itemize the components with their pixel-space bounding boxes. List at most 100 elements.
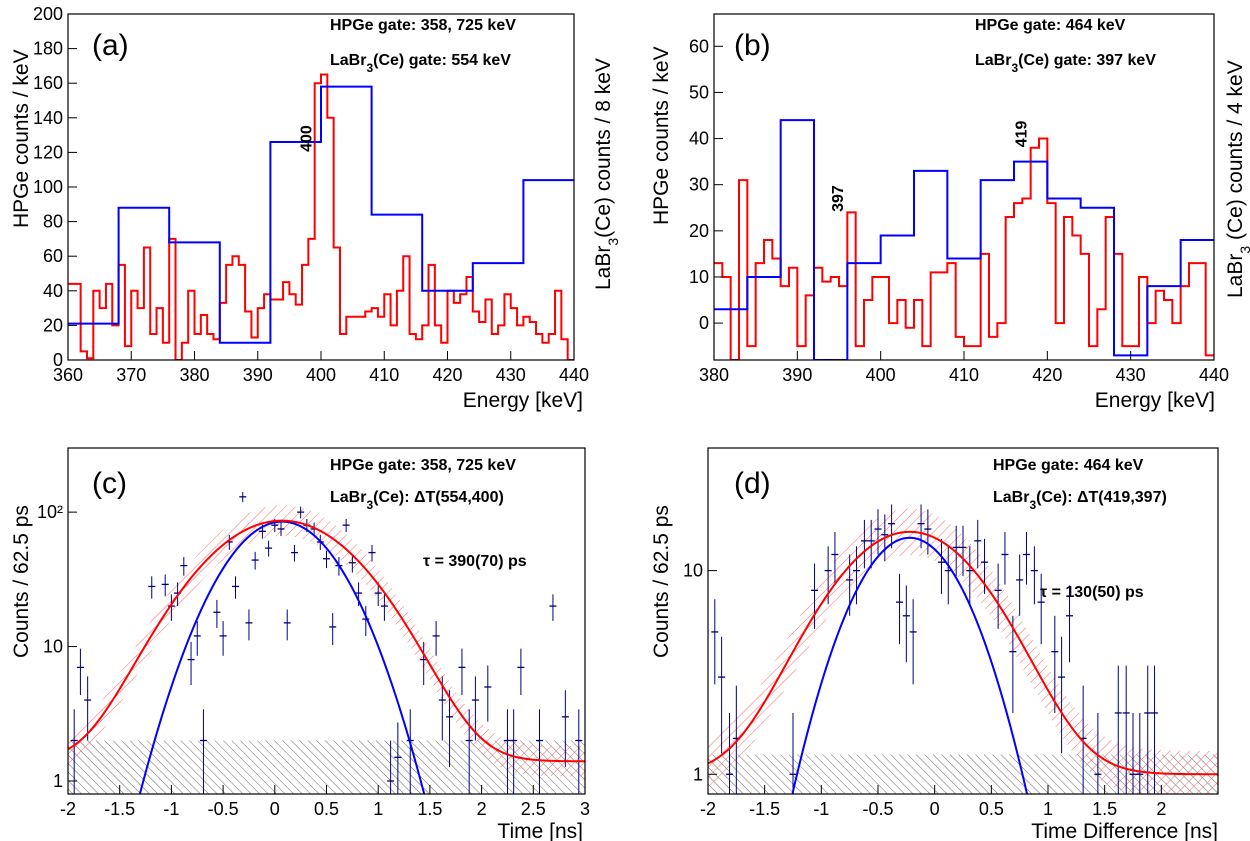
plot-d: -2 -1.5 -1 -0.5 0 0.5 1 1.5 2 1 10 (683, 447, 1219, 819)
data-point-d-38 (1094, 712, 1102, 794)
data-point-d-29 (1009, 615, 1017, 713)
data-point-d-16 (902, 585, 910, 663)
fit-uncertainty-band-c (68, 505, 585, 777)
data-point-c-14 (232, 576, 240, 599)
data-point-c-39 (394, 722, 402, 794)
x-tick-label-a-4: 400 (306, 365, 336, 385)
histogram-series-b-0 (714, 137, 1214, 360)
y-tick-label-b-0: 0 (699, 313, 709, 333)
y-tick-label-a-6: 120 (33, 142, 63, 162)
plot-area-c (68, 491, 585, 794)
x-tick-label-b-2: 400 (866, 365, 896, 385)
data-point-d-39 (1114, 665, 1122, 794)
data-point-c-2 (84, 676, 92, 741)
panel-a: (a) HPGe gate: 358, 725 keV LaBr3(Ce) ga… (10, 17, 621, 412)
data-point-d-40 (1122, 665, 1130, 794)
plot-area-d (708, 504, 1218, 794)
data-point-c-35 (368, 544, 376, 562)
data-point-d-33 (1037, 573, 1045, 645)
data-point-c-31 (342, 518, 350, 533)
y-tick-label-b-5: 50 (689, 82, 709, 102)
y-axis-label-b: HPGe counts / keV (650, 46, 673, 225)
data-point-c-16 (245, 609, 253, 641)
x-tick-label-c-10: 3 (580, 799, 590, 819)
data-point-d-34 (1051, 615, 1059, 713)
peak-label-b-0: 397 (830, 185, 847, 212)
x-tick-label-c-8: 2 (477, 799, 487, 819)
x-tick-label-d-6: 1 (1043, 799, 1053, 819)
x-tick-label-c-3: -0.5 (208, 799, 239, 819)
x-tick-label-c-4: 0 (270, 799, 280, 819)
data-point-d-19 (924, 509, 932, 555)
data-point-d-22 (952, 525, 960, 577)
panel-label-c: (c) (92, 467, 127, 500)
data-point-d-17 (909, 599, 917, 685)
y-tick-label-a-5: 100 (33, 177, 63, 197)
data-point-c-4 (161, 574, 169, 597)
data-point-c-0 (70, 709, 78, 794)
data-point-d-12 (874, 509, 882, 555)
x-tick-label-d-0: -2 (700, 799, 716, 819)
plot-b: 397 419 380 390 400 410 420 430 440 0 10 20 30 40 50 60 (689, 13, 1229, 385)
y-axis-right-label-a: LaBr3(Ce) counts / 8 keV (592, 58, 621, 290)
data-point-d-7 (831, 532, 839, 585)
data-point-c-53 (549, 594, 557, 621)
histogram-series-b-1 (714, 119, 1214, 360)
histogram-series-a-1 (68, 85, 574, 344)
data-point-c-3 (148, 576, 156, 599)
data-point-d-24 (966, 546, 974, 605)
data-point-c-9 (193, 621, 201, 656)
fit-curve-blue-d (791, 536, 1029, 794)
data-point-c-54 (561, 690, 569, 768)
annotation-d-1: HPGe gate: 464 keV (993, 457, 1144, 474)
data-point-c-11 (213, 599, 221, 628)
x-tick-label-d-1: -1.5 (749, 799, 780, 819)
panel-label-d: (d) (734, 467, 771, 500)
data-point-c-47 (471, 676, 479, 741)
panel-d: (d) HPGe gate: 464 keV LaBr3(Ce): ΔT(419… (650, 457, 1218, 841)
data-point-d-1 (718, 636, 726, 754)
x-tick-label-a-3: 390 (243, 365, 273, 385)
data-point-c-12 (219, 621, 227, 656)
data-point-c-10 (199, 709, 207, 794)
x-tick-label-a-7: 430 (496, 365, 526, 385)
data-point-d-2 (726, 712, 734, 794)
x-tick-label-a-0: 360 (53, 365, 83, 385)
x-tick-label-d-8: 2 (1156, 799, 1166, 819)
plot-area-b (714, 119, 1214, 360)
y-tick-label-a-9: 180 (33, 39, 63, 59)
y-tick-label-c-1: 10 (43, 637, 63, 657)
x-tick-label-c-1: -1.5 (104, 799, 135, 819)
x-tick-label-c-9: 2.5 (521, 799, 546, 819)
data-point-c-19 (265, 540, 273, 557)
y-tick-label-b-1: 10 (689, 267, 709, 287)
data-point-d-30 (1016, 554, 1024, 616)
y-tick-label-a-4: 80 (43, 212, 63, 232)
data-point-d-11 (867, 519, 875, 569)
y-tick-label-c-2: 10² (37, 502, 63, 522)
data-point-c-42 (432, 621, 440, 656)
data-point-d-32 (1030, 546, 1038, 605)
data-point-d-35 (1058, 636, 1066, 754)
data-point-c-44 (446, 690, 454, 768)
y-tick-label-a-10: 200 (33, 4, 63, 24)
data-point-d-41 (1129, 712, 1137, 794)
x-tick-label-d-5: 0.5 (979, 799, 1004, 819)
x-tick-label-a-2: 380 (179, 365, 209, 385)
data-point-c-48 (484, 665, 492, 722)
x-tick-label-a-8: 440 (559, 365, 589, 385)
x-tick-label-a-1: 370 (116, 365, 146, 385)
plot-area-a (68, 73, 574, 360)
data-point-d-31 (1022, 532, 1030, 585)
annotation-c-1: HPGe gate: 358, 725 keV (330, 457, 516, 474)
data-point-c-8 (187, 641, 195, 686)
data-point-d-14 (888, 504, 896, 549)
y-tick-label-d-0: 1 (693, 764, 703, 784)
y-tick-label-a-2: 40 (43, 281, 63, 301)
tau-label-d: τ = 130(50) ps (1040, 584, 1144, 601)
data-point-c-24 (297, 506, 305, 519)
data-point-c-49 (503, 709, 511, 794)
peak-label-b-1: 419 (1014, 121, 1031, 148)
annotation-c-2: LaBr3(Ce): ΔT(554,400) (330, 489, 504, 512)
peak-label-a-0: 400 (299, 125, 316, 152)
